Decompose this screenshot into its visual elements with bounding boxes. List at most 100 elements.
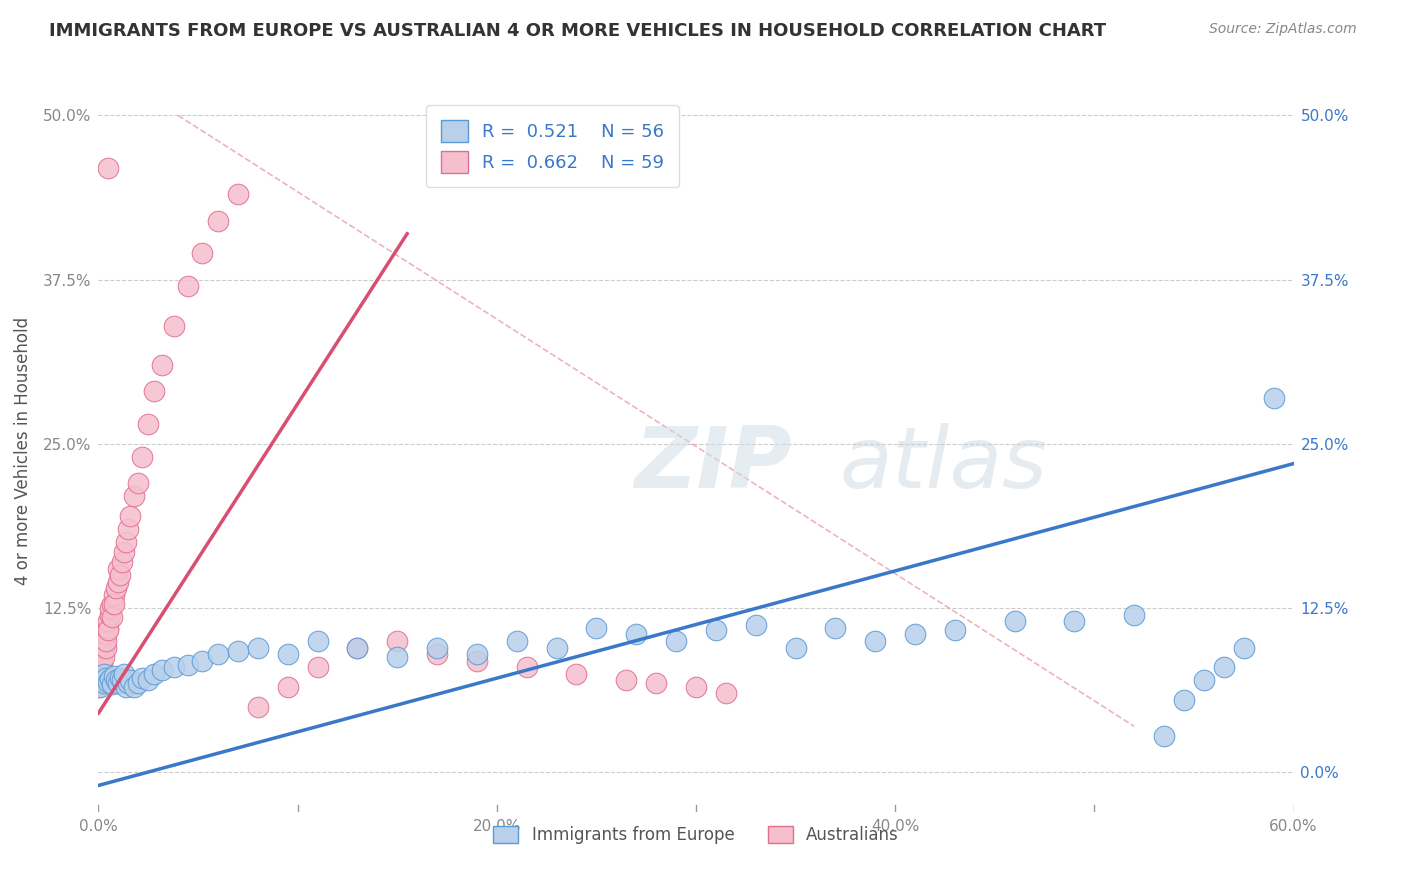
Point bbox=[163, 660, 186, 674]
Point bbox=[124, 680, 146, 694]
Point bbox=[824, 621, 846, 635]
Point bbox=[246, 699, 269, 714]
Point bbox=[93, 640, 115, 655]
Point bbox=[120, 673, 142, 688]
Text: atlas: atlas bbox=[839, 424, 1047, 507]
Point bbox=[96, 634, 118, 648]
Point bbox=[685, 680, 707, 694]
Point bbox=[97, 624, 120, 638]
Point bbox=[101, 610, 124, 624]
Point bbox=[785, 640, 807, 655]
Point bbox=[143, 666, 166, 681]
Point bbox=[91, 663, 114, 677]
Point bbox=[89, 660, 111, 674]
Point bbox=[89, 673, 111, 688]
Point bbox=[426, 647, 449, 661]
Point bbox=[865, 634, 887, 648]
Point bbox=[96, 627, 118, 641]
Point bbox=[120, 509, 142, 524]
Point bbox=[96, 640, 118, 655]
Point bbox=[89, 666, 111, 681]
Point bbox=[98, 607, 122, 622]
Point bbox=[93, 649, 115, 664]
Point bbox=[111, 555, 134, 569]
Point bbox=[117, 522, 139, 536]
Point bbox=[1192, 673, 1215, 688]
Point bbox=[191, 246, 214, 260]
Point bbox=[1153, 729, 1175, 743]
Point bbox=[665, 634, 688, 648]
Point bbox=[207, 213, 229, 227]
Point bbox=[177, 657, 200, 672]
Point bbox=[426, 640, 449, 655]
Point bbox=[98, 601, 122, 615]
Point bbox=[226, 187, 249, 202]
Point bbox=[150, 358, 173, 372]
Point bbox=[143, 384, 166, 399]
Point bbox=[1233, 640, 1256, 655]
Point bbox=[614, 673, 637, 688]
Point bbox=[506, 634, 529, 648]
Point bbox=[87, 671, 110, 685]
Point bbox=[177, 279, 200, 293]
Point bbox=[346, 640, 368, 655]
Text: Source: ZipAtlas.com: Source: ZipAtlas.com bbox=[1209, 22, 1357, 37]
Point bbox=[207, 647, 229, 661]
Point bbox=[465, 654, 488, 668]
Point bbox=[91, 657, 114, 672]
Point bbox=[704, 624, 727, 638]
Point bbox=[111, 673, 134, 688]
Point bbox=[1063, 614, 1085, 628]
Point bbox=[97, 674, 120, 689]
Point bbox=[136, 673, 159, 688]
Point bbox=[112, 544, 135, 558]
Point bbox=[131, 671, 153, 685]
Legend: Immigrants from Europe, Australians: Immigrants from Europe, Australians bbox=[486, 819, 905, 850]
Point bbox=[277, 680, 299, 694]
Point bbox=[115, 680, 138, 694]
Point bbox=[112, 666, 135, 681]
Point bbox=[127, 476, 149, 491]
Point bbox=[107, 676, 129, 690]
Point bbox=[150, 663, 173, 677]
Point bbox=[277, 647, 299, 661]
Point bbox=[904, 627, 927, 641]
Point bbox=[87, 680, 110, 694]
Point bbox=[98, 672, 122, 686]
Point bbox=[91, 654, 114, 668]
Point bbox=[516, 660, 538, 674]
Point bbox=[465, 647, 488, 661]
Point bbox=[1212, 660, 1234, 674]
Point bbox=[101, 677, 124, 691]
Point bbox=[91, 647, 114, 661]
Point bbox=[226, 644, 249, 658]
Point bbox=[136, 417, 159, 432]
Point bbox=[97, 621, 120, 635]
Point bbox=[131, 450, 153, 464]
Point bbox=[91, 673, 114, 688]
Point bbox=[101, 597, 124, 611]
Point bbox=[103, 669, 125, 683]
Point bbox=[117, 676, 139, 690]
Point bbox=[103, 597, 125, 611]
Point bbox=[385, 634, 409, 648]
Point bbox=[107, 574, 129, 589]
Point bbox=[1263, 391, 1285, 405]
Point bbox=[103, 588, 125, 602]
Point bbox=[346, 640, 368, 655]
Point bbox=[626, 627, 648, 641]
Text: ZIP: ZIP bbox=[634, 424, 792, 507]
Point bbox=[93, 676, 115, 690]
Y-axis label: 4 or more Vehicles in Household: 4 or more Vehicles in Household bbox=[14, 317, 32, 584]
Point bbox=[96, 671, 118, 685]
Point bbox=[163, 318, 186, 333]
Point bbox=[565, 666, 588, 681]
Point bbox=[107, 562, 129, 576]
Point bbox=[246, 640, 269, 655]
Point bbox=[943, 624, 966, 638]
Point bbox=[93, 634, 115, 648]
Point bbox=[745, 618, 768, 632]
Point bbox=[307, 660, 329, 674]
Point bbox=[97, 614, 120, 628]
Point bbox=[93, 666, 115, 681]
